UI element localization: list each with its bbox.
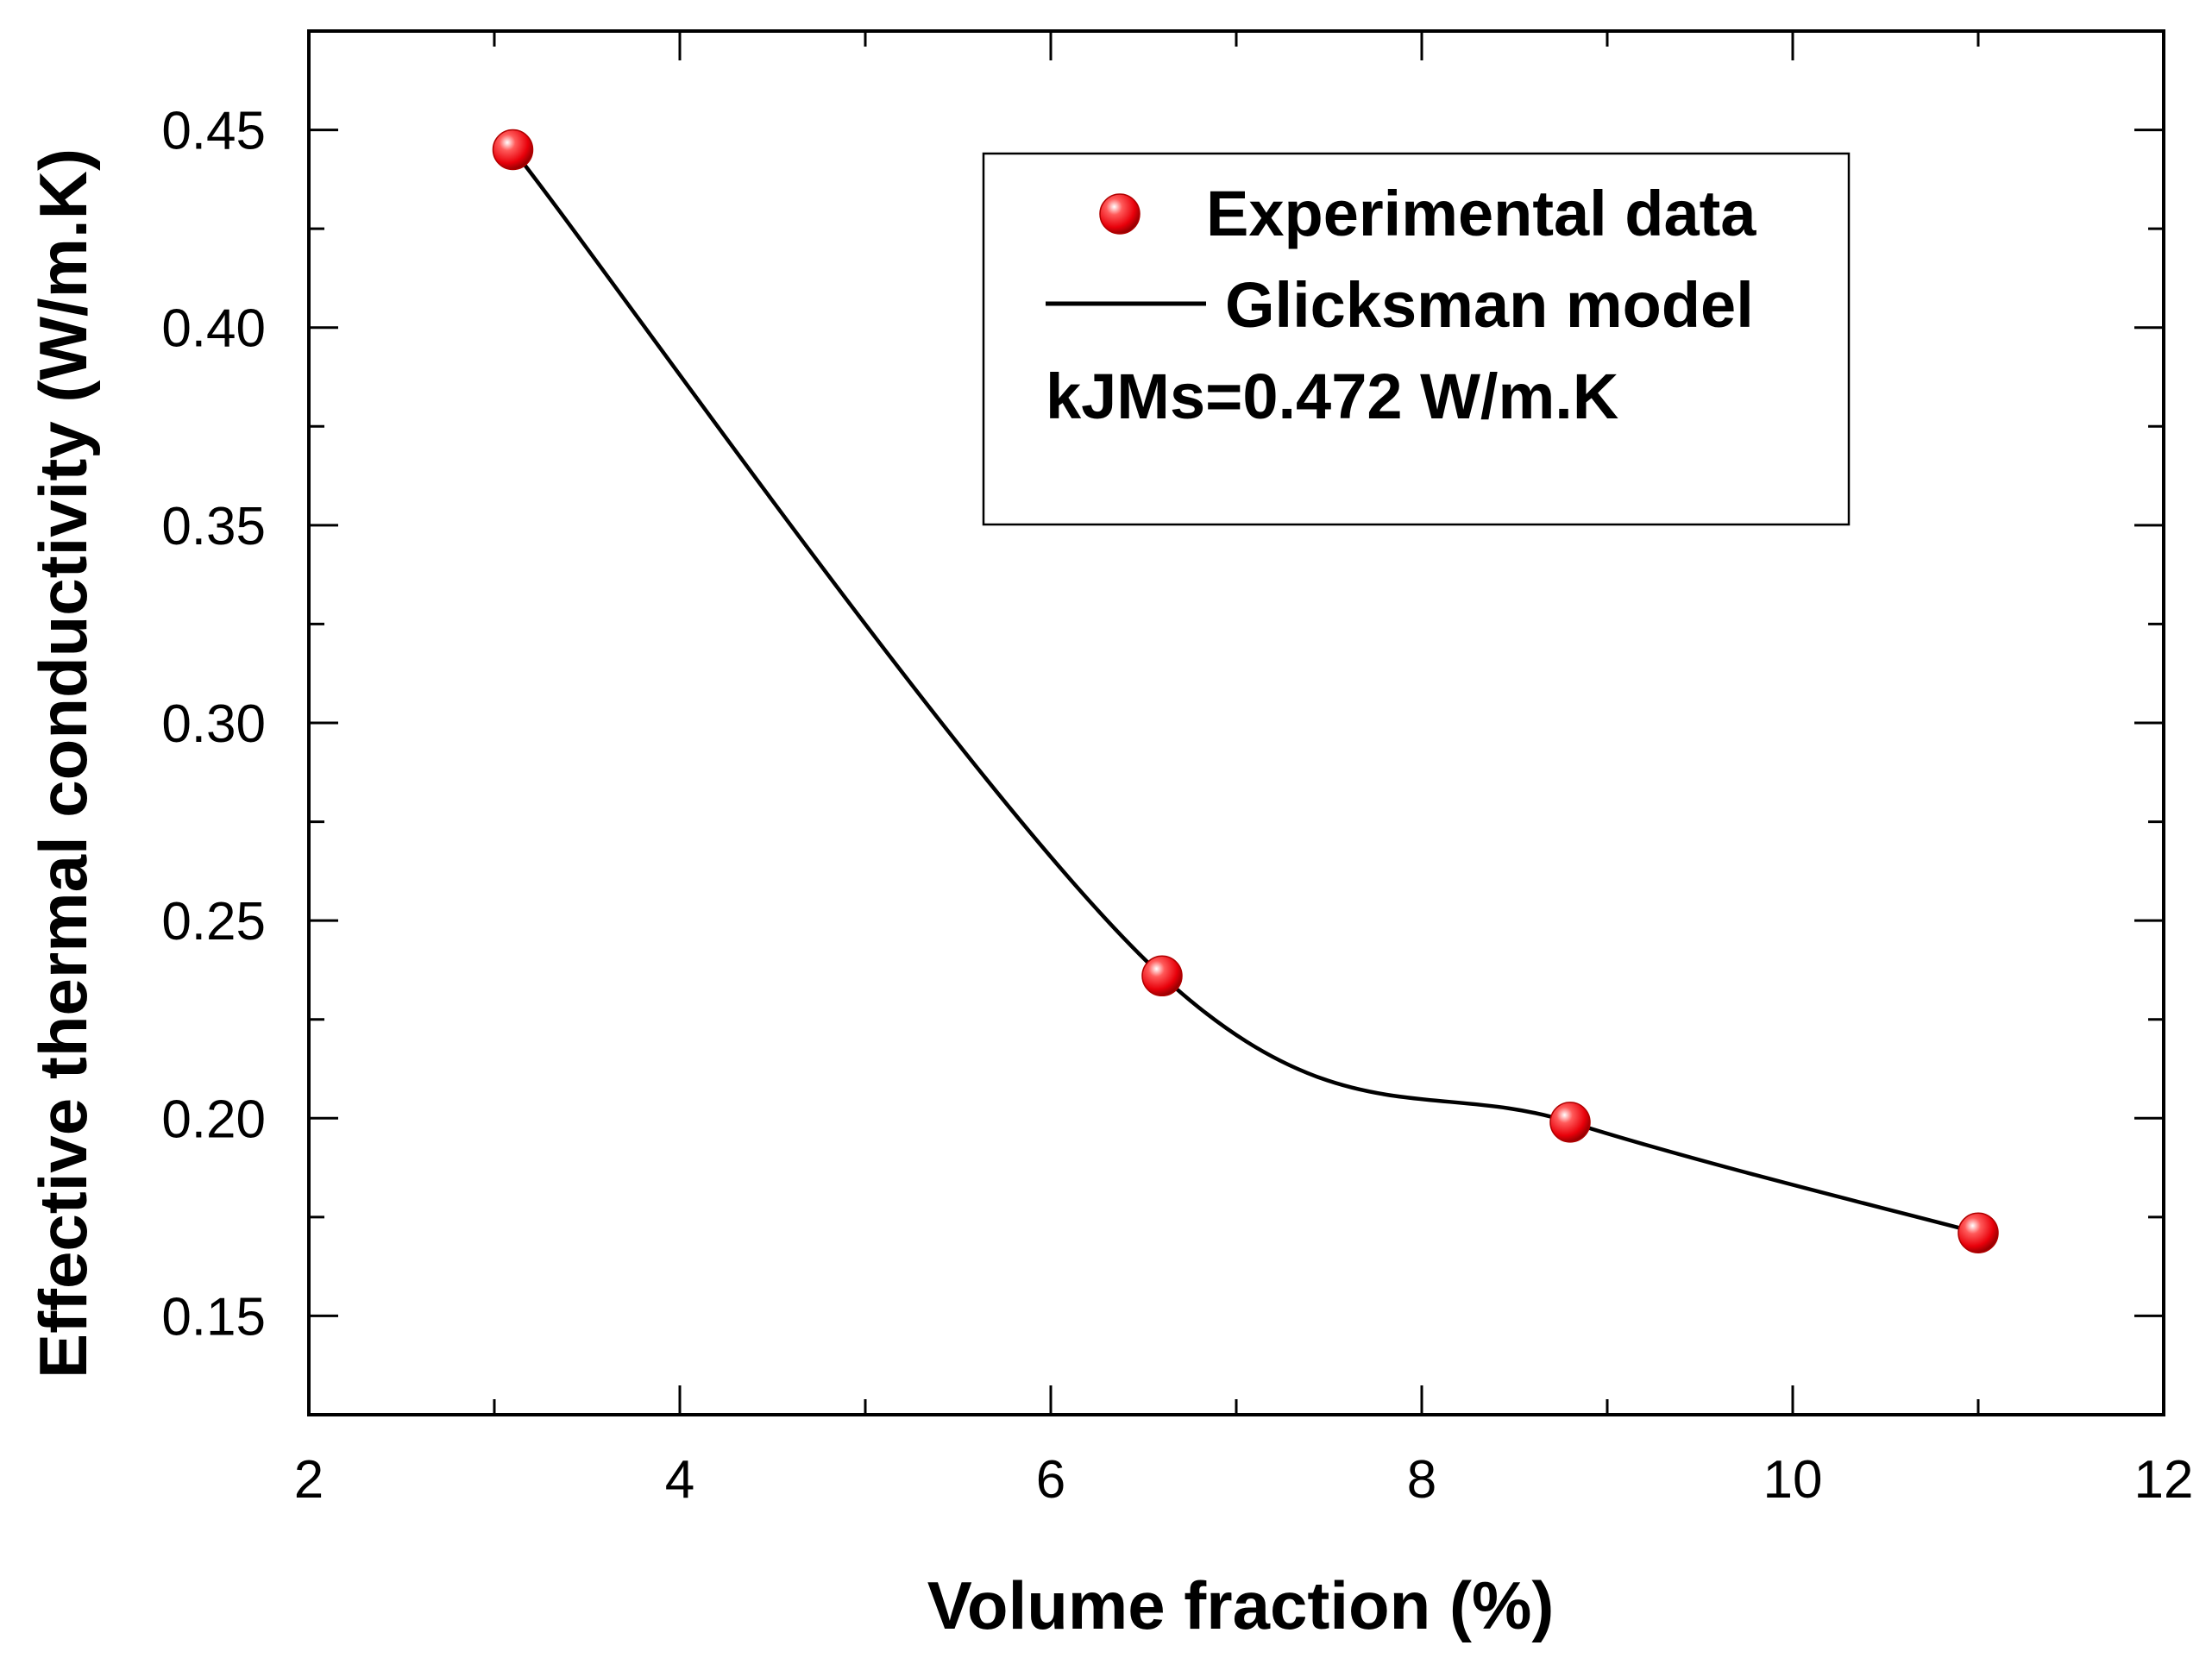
- x-tick-label: 4: [665, 1450, 694, 1510]
- legend-label-experimental: Experimental data: [1206, 178, 1756, 249]
- data-point-experimental: [1141, 955, 1183, 997]
- data-point-experimental: [1549, 1102, 1591, 1143]
- legend-marker-dot: [1099, 193, 1141, 235]
- y-tick-label: 0.45: [161, 102, 266, 161]
- x-tick-label: 12: [2134, 1450, 2194, 1510]
- x-tick-label: 10: [1763, 1450, 1823, 1510]
- legend-label-glicksman: Glicksman model: [1225, 269, 1754, 341]
- x-axis-title: Volume fraction (%): [927, 1567, 1555, 1643]
- legend-annotation: kJMs=0.472 W/m.K: [1046, 361, 1618, 432]
- y-tick-label: 0.25: [161, 892, 266, 951]
- axis-layer: 2 4 6 8 10 12 0.15 0.20 0.25 0.30 0.35 0.40 0.45: [161, 29, 2194, 1510]
- legend-marker-experimental: [1099, 193, 1141, 235]
- y-tick-label: 0.20: [161, 1090, 266, 1149]
- data-point-experimental: [492, 129, 534, 171]
- y-tick-label: 0.15: [161, 1287, 266, 1347]
- x-tick-label: 6: [1036, 1450, 1065, 1510]
- y-tick-label: 0.35: [161, 497, 266, 556]
- series-line-glicksman: [511, 148, 1979, 1235]
- x-tick-label: 2: [294, 1450, 324, 1510]
- data-point-experimental: [1957, 1212, 1999, 1253]
- legend: Experimental data Glicksman model kJMs=0…: [982, 152, 1851, 526]
- y-axis-title: Effective thermal conductivity (W/m.K): [25, 148, 101, 1379]
- plot-layer: [492, 129, 1999, 1253]
- y-tick-label: 0.30: [161, 694, 266, 754]
- y-tick-label: 0.40: [161, 299, 266, 359]
- x-tick-label: 8: [1407, 1450, 1436, 1510]
